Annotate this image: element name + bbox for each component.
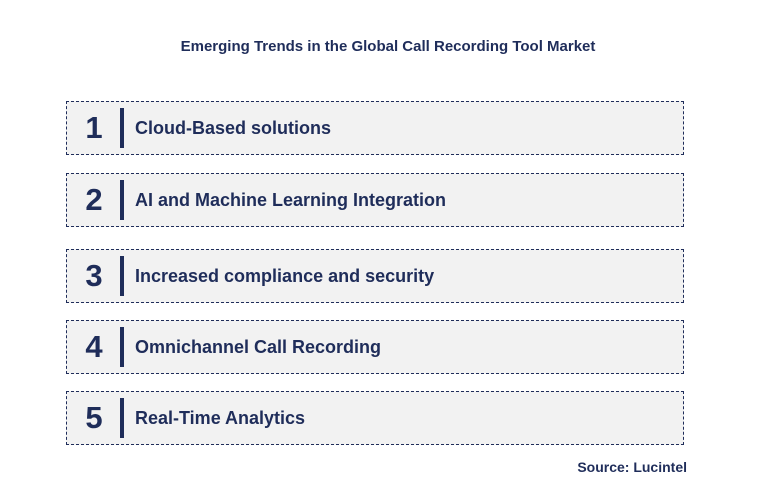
diagram-title: Emerging Trends in the Global Call Recor… <box>180 38 596 55</box>
trend-number: 5 <box>85 400 103 435</box>
divider-bar <box>120 398 124 438</box>
divider-bar <box>120 108 124 148</box>
source-note: Source: Lucintel <box>577 459 687 475</box>
trend-label: Real-Time Analytics <box>135 408 306 428</box>
trend-item-5: 5 Real-Time Analytics <box>66 391 684 445</box>
trend-item-1: 1 Cloud-Based solutions <box>66 101 684 155</box>
trend-item-4: 4 Omnichannel Call Recording <box>66 320 684 374</box>
trend-number: 1 <box>85 110 103 145</box>
trend-label: Cloud-Based solutions <box>135 118 332 138</box>
trend-number: 4 <box>85 329 103 364</box>
trend-item-3: 3 Increased compliance and security <box>66 249 684 303</box>
trend-label: AI and Machine Learning Integration <box>135 190 447 210</box>
divider-bar <box>120 256 124 296</box>
trend-number: 2 <box>85 182 103 217</box>
divider-bar <box>120 327 124 367</box>
trend-label: Omnichannel Call Recording <box>135 337 382 357</box>
trend-item-2: 2 AI and Machine Learning Integration <box>66 173 684 227</box>
trend-number: 3 <box>85 258 103 293</box>
divider-bar <box>120 180 124 220</box>
trend-label: Increased compliance and security <box>135 266 435 286</box>
